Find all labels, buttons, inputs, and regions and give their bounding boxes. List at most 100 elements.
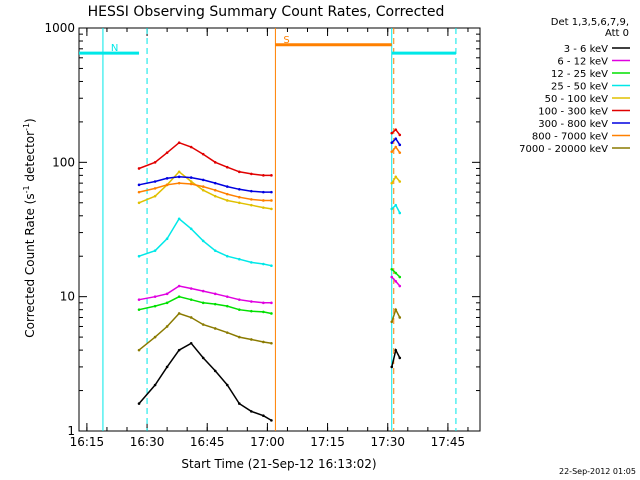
series-point — [165, 177, 169, 180]
series-point — [177, 181, 181, 185]
legend-header: Att 0 — [605, 28, 629, 39]
series-point — [250, 309, 253, 313]
series-point — [213, 369, 217, 373]
series-point — [153, 187, 157, 190]
legend: Det 1,3,5,6,7,9,Att 0 3 - 6 keV 6 - 12 keV… — [519, 17, 630, 155]
series-point — [270, 174, 273, 177]
series-point — [394, 308, 398, 311]
series-point — [238, 298, 241, 301]
series-point — [213, 327, 217, 330]
series-line — [138, 141, 272, 177]
series-point — [250, 198, 253, 201]
series-point — [225, 295, 229, 298]
series-point — [189, 145, 193, 149]
series-point — [201, 289, 205, 293]
x-tick-label: 16:30 — [130, 435, 165, 449]
series-point — [262, 414, 265, 417]
series-point — [165, 292, 169, 296]
series-point — [153, 194, 157, 198]
series-point — [398, 143, 402, 147]
series-point — [213, 302, 217, 306]
series-point — [153, 335, 157, 339]
series-point — [201, 301, 205, 305]
series-point — [398, 180, 402, 183]
series-point — [153, 304, 157, 308]
series-point — [201, 188, 205, 192]
series-point — [250, 203, 253, 207]
y-tick-label: 1000 — [44, 21, 75, 35]
series-point — [225, 331, 229, 334]
series-point — [394, 280, 398, 283]
plot-frame — [78, 27, 481, 432]
series-point — [189, 180, 193, 183]
y-tick-label: 100 — [52, 155, 75, 169]
series-point — [238, 170, 241, 174]
series-point — [394, 145, 398, 149]
series-point — [270, 207, 273, 211]
series-point — [238, 257, 241, 261]
y-tick-label: 1 — [67, 424, 75, 438]
legend-label: 6 - 12 keV — [557, 57, 608, 68]
series-point — [201, 152, 205, 156]
series-point — [153, 249, 157, 252]
series-point — [250, 261, 253, 264]
series-point — [250, 189, 253, 193]
legend-label: 800 - 7000 keV — [532, 132, 608, 143]
series-point — [262, 206, 265, 209]
series-line — [138, 217, 272, 267]
series-point — [398, 356, 402, 360]
series-point — [262, 262, 265, 266]
series-point — [225, 254, 229, 258]
series-point — [238, 201, 241, 205]
series-point — [238, 187, 241, 191]
series-point — [398, 211, 402, 215]
series-point — [398, 133, 402, 137]
series-point — [177, 284, 181, 288]
series-point — [250, 338, 253, 341]
legend-label: 50 - 100 keV — [545, 94, 609, 105]
series-point — [213, 161, 217, 164]
series-point — [394, 348, 398, 352]
series-point — [137, 402, 141, 405]
series-point — [153, 383, 157, 387]
series-point — [270, 264, 273, 268]
series-line — [138, 312, 272, 351]
legend-label: 300 - 800 keV — [538, 119, 608, 130]
series-point — [213, 194, 217, 198]
series-point — [153, 161, 157, 164]
series-point — [262, 340, 265, 344]
series-point — [238, 308, 241, 311]
x-tick-label: 17:30 — [370, 435, 405, 449]
series-point — [137, 308, 141, 311]
series-point — [390, 150, 394, 153]
series-point — [201, 356, 205, 360]
series-line — [391, 347, 401, 368]
flag-label: S — [283, 35, 289, 46]
plot-area: 1 10 100 1000 16:15 16:30 16:45 17:00 17:15 17:30… — [44, 21, 481, 449]
series-point — [137, 298, 141, 301]
series-point — [213, 292, 217, 296]
series-point — [189, 298, 193, 301]
legend-label: 7000 - 20000 keV — [519, 144, 608, 155]
series-point — [189, 287, 193, 290]
series-point — [177, 312, 181, 315]
series-point — [262, 174, 265, 177]
series-point — [153, 180, 157, 183]
series-point — [165, 237, 169, 241]
series-point — [225, 383, 229, 387]
series-point — [398, 151, 402, 154]
series-point — [201, 178, 205, 182]
y-axis-label-end: ) — [23, 118, 37, 123]
series-point — [390, 141, 394, 145]
series-point — [398, 316, 402, 319]
series-point — [394, 203, 398, 207]
series-point — [137, 254, 141, 258]
series-point — [165, 151, 169, 154]
legend-label: 3 - 6 keV — [564, 44, 608, 55]
series-point — [189, 316, 193, 319]
x-tick-label: 16:45 — [190, 435, 225, 449]
legend-label: 12 - 25 keV — [551, 69, 608, 80]
series-point — [390, 320, 394, 324]
series-point — [250, 410, 253, 413]
